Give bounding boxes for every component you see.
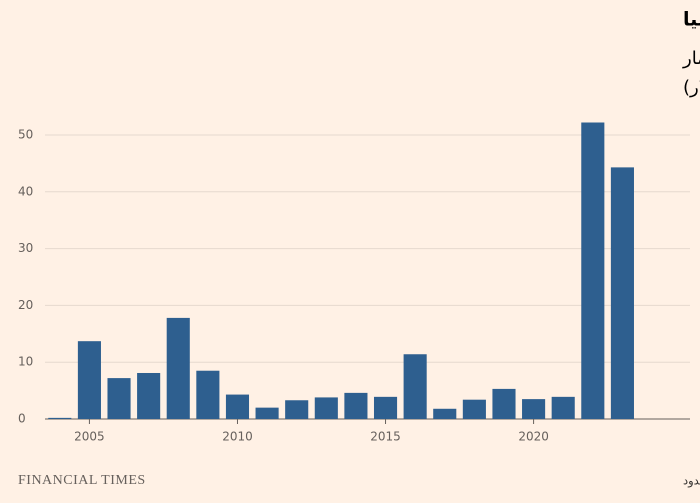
bar xyxy=(403,354,427,419)
bar xyxy=(285,400,309,419)
source: المصدر: "إف دي آي ماركتس"، شركة مملوكة ل… xyxy=(683,474,700,489)
bar xyxy=(344,392,368,419)
bar xyxy=(48,417,72,419)
bar xyxy=(166,317,190,419)
x-tick-label: 2020 xyxy=(518,430,549,444)
bar xyxy=(196,370,220,419)
x-tick-label: 2005 xyxy=(74,430,105,444)
y-tick-label: 50 xyxy=(18,128,33,142)
y-tick-label: 0 xyxy=(18,412,26,426)
bar xyxy=(610,167,634,419)
bar xyxy=(107,378,131,419)
bar xyxy=(137,372,161,419)
x-tick-label: 2015 xyxy=(370,430,401,444)
bar xyxy=(522,399,546,419)
bar xyxy=(581,122,605,419)
x-tick-label: 2010 xyxy=(222,430,253,444)
bar xyxy=(373,396,398,419)
y-tick-label: 30 xyxy=(18,241,33,255)
brand: FINANCIAL TIMES xyxy=(18,473,146,488)
chart-title: الاستثمارات الإماراتية تتدفق إلى أفريقيا xyxy=(683,7,700,31)
chart-subtitle: الاستثمار الأجنبي المباشر المُعلن، حيث ت… xyxy=(682,47,700,69)
y-tick-label: 20 xyxy=(18,298,33,312)
y-tick-label: 10 xyxy=(18,355,33,369)
bar xyxy=(462,399,486,419)
y-axis-label: (مليار دولار) xyxy=(683,77,700,98)
bar xyxy=(314,397,338,419)
bar xyxy=(551,396,575,419)
bar xyxy=(77,341,101,419)
y-tick-label: 40 xyxy=(18,184,33,198)
bar xyxy=(255,407,279,419)
bar xyxy=(433,408,457,419)
bar xyxy=(492,388,516,419)
bar xyxy=(225,394,250,419)
